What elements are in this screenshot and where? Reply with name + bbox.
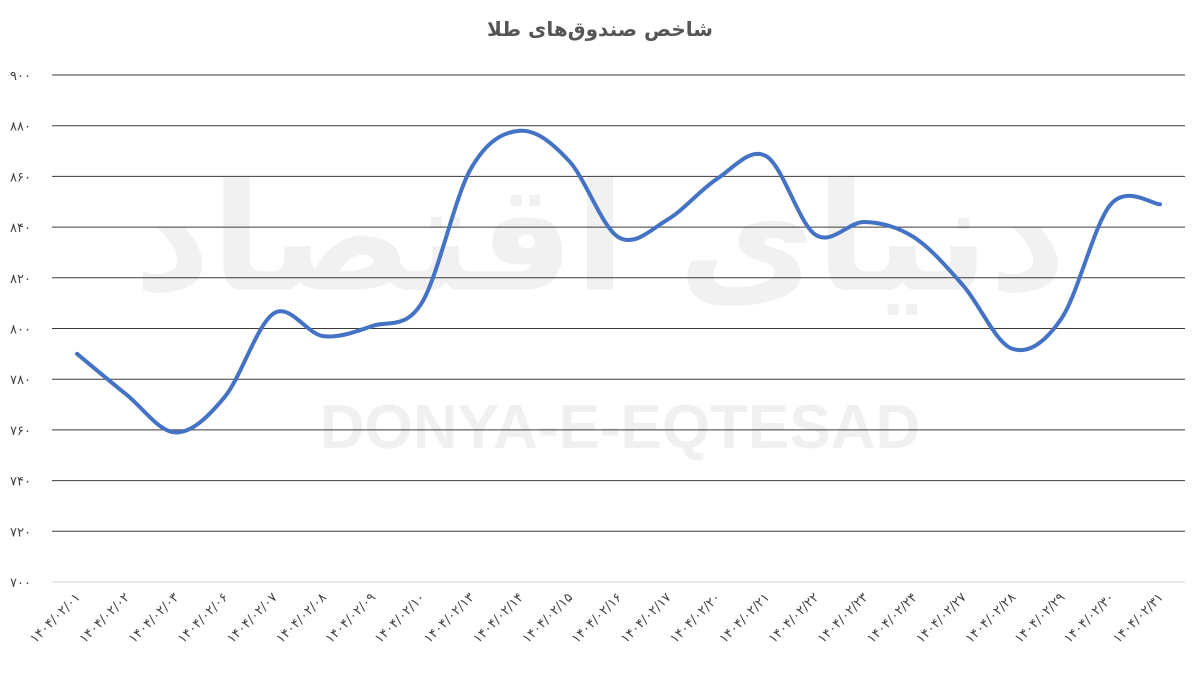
y-tick-label: ۷۴۰ xyxy=(10,475,31,490)
y-tick-label: ۸۶۰ xyxy=(10,170,31,185)
y-tick-label: ۹۰۰ xyxy=(10,69,31,84)
x-tick-label: ۱۴۰۴/۰۲/۳۰ xyxy=(1061,590,1117,646)
y-tick-label: ۸۲۰ xyxy=(10,272,31,287)
x-tick-label: ۱۴۰۴/۰۲/۱۶ xyxy=(569,590,625,646)
y-tick-label: ۷۲۰ xyxy=(10,525,31,540)
watermark: دنیای اقتصاد xyxy=(134,152,1067,326)
x-tick-label: ۱۴۰۴/۰۲/۱۵ xyxy=(520,590,576,646)
x-tick-label: ۱۴۰۴/۰۲/۱۷ xyxy=(618,590,674,646)
x-tick-label: ۱۴۰۴/۰۲/۳۱ xyxy=(1111,590,1167,646)
x-tick-label: ۱۴۰۴/۰۲/۲۹ xyxy=(1012,590,1068,646)
y-tick-label: ۸۸۰ xyxy=(10,120,31,135)
x-tick-label: ۱۴۰۴/۰۲/۰۶ xyxy=(175,590,231,646)
x-tick-label: ۱۴۰۴/۰۲/۲۳ xyxy=(815,590,871,646)
x-tick-label: ۱۴۰۴/۰۲/۲۴ xyxy=(864,590,920,646)
y-tick-label: ۸۰۰ xyxy=(10,323,31,338)
chart-title: شاخص صندوق‌های طلا xyxy=(487,17,713,41)
y-tick-label: ۸۴۰ xyxy=(10,221,31,236)
x-tick-label: ۱۴۰۴/۰۲/۰۷ xyxy=(224,590,280,646)
x-tick-label: ۱۴۰۴/۰۲/۰۳ xyxy=(126,590,182,646)
x-tick-label: ۱۴۰۴/۰۲/۰۸ xyxy=(274,590,330,646)
x-tick-label: ۱۴۰۴/۰۲/۰۹ xyxy=(323,590,379,646)
x-tick-label: ۱۴۰۴/۰۲/۲۰ xyxy=(667,590,723,646)
x-tick-label: ۱۴۰۴/۰۲/۲۷ xyxy=(914,590,970,646)
y-tick-label: ۷۰۰ xyxy=(10,576,31,591)
x-tick-label: ۱۴۰۴/۰۲/۲۸ xyxy=(963,590,1019,646)
x-tick-label: ۱۴۰۴/۰۲/۰۲ xyxy=(77,590,133,646)
y-tick-label: ۷۸۰ xyxy=(10,373,31,388)
watermark: DONYA-E-EQTESAD xyxy=(320,393,921,462)
x-tick-label: ۱۴۰۴/۰۲/۱۳ xyxy=(421,590,477,646)
x-tick-label: ۱۴۰۴/۰۲/۱۰ xyxy=(372,590,428,646)
x-tick-label: ۱۴۰۴/۰۲/۲۲ xyxy=(766,590,822,646)
x-tick-label: ۱۴۰۴/۰۲/۱۴ xyxy=(471,590,527,646)
y-tick-label: ۷۶۰ xyxy=(10,424,31,439)
line xyxy=(75,128,1162,435)
x-tick-label: ۱۴۰۴/۰۲/۰۱ xyxy=(28,590,84,646)
x-tick-label: ۱۴۰۴/۰۲/۲۱ xyxy=(717,590,773,646)
